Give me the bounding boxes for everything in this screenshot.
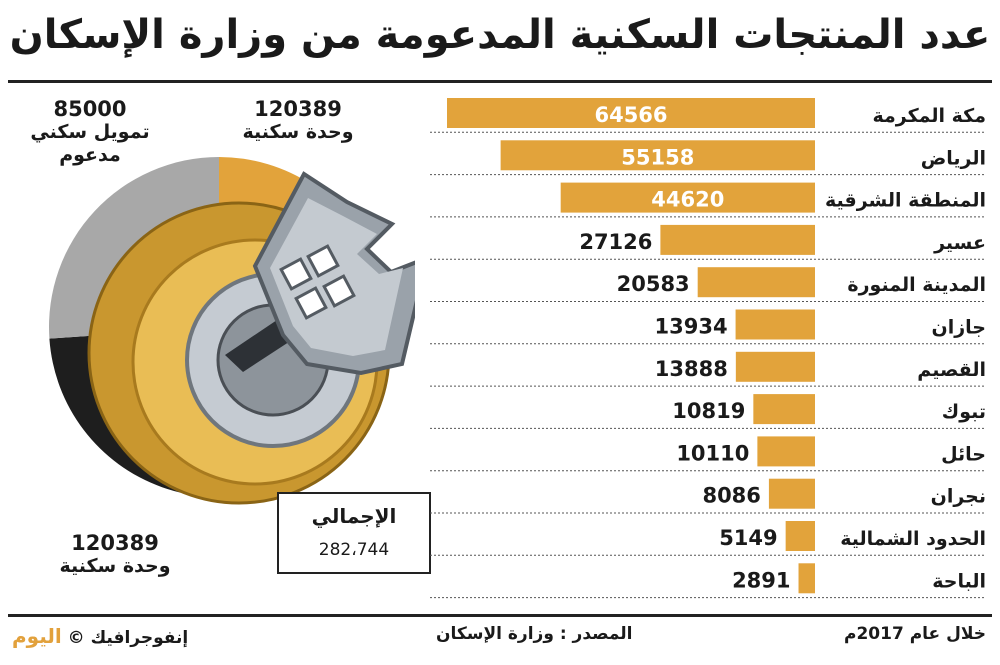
pie-label-text: مدعوم (59, 144, 121, 166)
title-divider (8, 80, 992, 83)
bar-value-label: 20583 (617, 272, 690, 296)
category-label: تبوك (942, 401, 986, 423)
bar (660, 224, 815, 255)
bar (735, 351, 815, 382)
bar-value-label: 8086 (702, 484, 760, 508)
bar (757, 436, 815, 467)
bar (500, 140, 815, 171)
bar (735, 309, 815, 340)
pie-label-text: وحدة سكنية (242, 121, 354, 143)
bar (785, 521, 815, 551)
pie-label-text: وحدة سكنية (59, 555, 171, 577)
footer-source: المصدر : وزارة الإسكان (436, 624, 633, 644)
bar-value-label: 2891 (732, 568, 790, 592)
category-label: مكة المكرمة (873, 105, 987, 127)
category-label: المنطقة الشرقية (825, 190, 986, 212)
bar-value-label: 55158 (621, 145, 694, 169)
footer-credit: إنفوجرافيك © اليوم (12, 624, 188, 648)
category-label: الحدود الشمالية (840, 528, 986, 550)
bar-chart: 64566 مكة المكرمة 55158 الرياض 44620 المنطقة … (430, 98, 987, 599)
credit-text: إنفوجرافيك © (67, 628, 189, 648)
total-label: الإجمالي (311, 504, 397, 528)
pie-chart (48, 157, 415, 505)
bar-value-label: 5149 (719, 526, 777, 550)
house-key-icon (252, 171, 415, 376)
key-shaft-icon (225, 320, 295, 372)
category-label: القصيم (917, 359, 986, 381)
bar-value-label: 27126 (579, 230, 652, 254)
category-label: عسير (933, 232, 986, 254)
category-label: جازان (932, 317, 987, 339)
pie-label-value: 120389 (71, 531, 159, 555)
bar (798, 563, 815, 594)
bar-value-label: 13888 (655, 357, 728, 381)
page-title: عدد المنتجات السكنية المدعومة من وزارة ا… (9, 12, 991, 58)
category-label: الرياض (921, 147, 986, 169)
pie-label-text: تمويل سكني (30, 121, 150, 143)
pie-label-top-right: 120389 وحدة سكنية (228, 98, 368, 144)
bar (447, 98, 815, 128)
pie-label-value: 120389 (254, 97, 342, 121)
bar-value-label: 10819 (672, 399, 745, 423)
category-label: المدينة المنورة (847, 274, 986, 296)
brand-logo: اليوم (12, 624, 62, 648)
pie-label-bottom-left: 120389 وحدة سكنية (40, 532, 190, 578)
bar (753, 394, 815, 425)
category-label: حائل (941, 443, 986, 465)
total-value: 282،744 (318, 540, 390, 560)
category-label: الباحة (932, 570, 986, 592)
bar (697, 267, 815, 298)
pie-label-value: 85000 (53, 97, 127, 121)
footer-period: خلال عام 2017م (844, 624, 986, 644)
footer-divider (8, 614, 992, 617)
pie-label-top-left: 85000 تمويل سكني مدعوم (10, 98, 170, 167)
bar (768, 478, 815, 509)
category-label: نجران (931, 486, 986, 508)
bar-value-label: 13934 (655, 315, 728, 339)
bar-value-label: 10110 (676, 441, 749, 465)
total-box: الإجمالي 282،744 (277, 492, 431, 574)
bar (560, 182, 815, 213)
bar-value-label: 44620 (651, 188, 724, 212)
bar-value-label: 64566 (594, 103, 667, 127)
